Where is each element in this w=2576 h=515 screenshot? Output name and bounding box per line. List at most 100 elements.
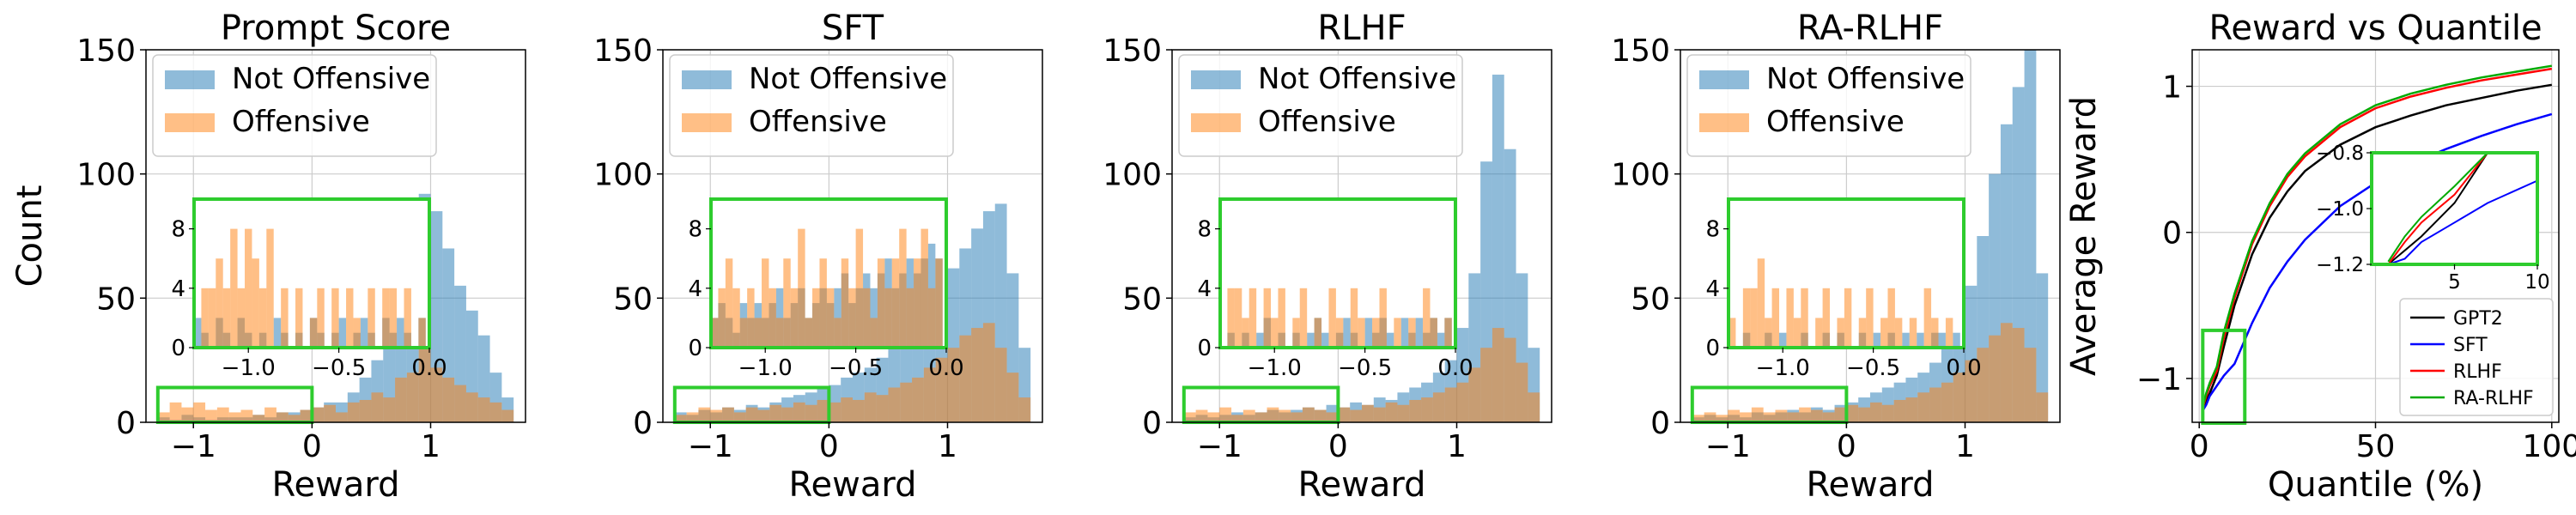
bar-offensive — [959, 335, 972, 422]
inset-series-line — [2387, 179, 2538, 265]
bar-offensive — [769, 404, 782, 422]
bar-offensive — [406, 373, 419, 422]
inset-bar-offensive — [1887, 288, 1895, 348]
y-tick-label: 0 — [2162, 216, 2182, 251]
inset-bar-offensive — [346, 288, 354, 348]
inset-y-tick-label: 8 — [688, 217, 702, 243]
bar-offensive — [489, 402, 502, 422]
bar-offensive — [1255, 412, 1267, 422]
bar-offensive — [1799, 407, 1811, 422]
bar-offensive — [864, 392, 877, 422]
chart-title: RA-RLHF — [1797, 9, 1943, 48]
inset-axes: 0 4 8 −1.0 −0.5 0.0 — [688, 197, 964, 381]
bar-offensive — [465, 392, 478, 422]
chart-title: Reward vs Quantile — [2208, 9, 2542, 48]
inset-bar-offensive — [1880, 318, 1888, 348]
inset-bar-offensive — [1786, 288, 1794, 348]
inset-bar-offensive — [389, 288, 398, 348]
bar-offensive — [2012, 328, 2025, 422]
inset-y-tick-label: 4 — [688, 276, 702, 302]
inset-bar-offensive — [245, 228, 252, 348]
bar-offensive — [1504, 337, 1516, 422]
inset-y-tick-label: 8 — [171, 217, 185, 243]
bar-offensive — [228, 412, 241, 422]
legend-box — [152, 54, 437, 157]
series-line-gpt2 — [2202, 83, 2553, 409]
inset-bar-offensive — [1430, 318, 1437, 348]
inset-bar-not-offensive — [1386, 332, 1394, 348]
bar-offensive — [193, 402, 206, 422]
bar-offensive — [1917, 392, 1930, 422]
y-tick-label: 50 — [613, 282, 653, 317]
bar-offensive — [1291, 412, 1303, 422]
bar-offensive — [1242, 409, 1255, 422]
bar-offensive — [793, 402, 805, 422]
inset-bar-offensive — [1249, 288, 1257, 348]
bar-offensive — [1219, 407, 1232, 422]
bar-offensive — [888, 387, 901, 422]
bar-offensive — [1881, 404, 1894, 422]
inset-bar-not-offensive — [360, 318, 368, 348]
bar-offensive — [477, 397, 490, 422]
bar-offensive — [264, 407, 276, 422]
bar-offensive — [1905, 397, 1918, 422]
inset-bar-offensive — [266, 228, 274, 348]
legend-label: Not Offensive — [232, 62, 430, 96]
inset-bar-offensive — [812, 288, 820, 348]
inset-bar-offensive — [1299, 288, 1308, 348]
chart-title: Prompt Score — [221, 9, 451, 48]
y-tick-label: 150 — [593, 33, 653, 69]
inset-bar-offensive — [201, 288, 209, 348]
bar-offensive — [1870, 402, 1882, 422]
bar-offensive — [1516, 362, 1528, 422]
inset-bar-not-offensive — [273, 318, 282, 348]
bar-offensive — [288, 415, 301, 422]
legend-box — [1178, 54, 1463, 157]
inset-bar-offensive — [1858, 318, 1867, 348]
legend-label: Offensive — [1766, 105, 1905, 139]
inset-bar-offensive — [790, 288, 799, 348]
inset-bar-offensive — [725, 258, 733, 348]
inset-axes: 0 4 8 −1.0 −0.5 0.0 — [171, 197, 447, 381]
inset-bar-offensive — [331, 288, 339, 348]
bar-offensive — [252, 415, 265, 422]
inset-bar-offensive — [1815, 318, 1823, 348]
inset-bar-offensive — [1793, 318, 1801, 348]
y-tick-label: −1 — [2136, 362, 2182, 397]
inset-y-tick-label: −1.0 — [2316, 198, 2364, 221]
inset-bar-not-offensive — [1321, 332, 1329, 348]
bar-offensive — [205, 409, 217, 422]
bar-offensive — [817, 399, 829, 422]
bar-offensive — [1432, 392, 1445, 422]
y-tick-label: 100 — [1103, 158, 1162, 193]
x-axis-label: Reward — [789, 465, 917, 505]
x-tick-label: 1 — [1447, 429, 1467, 464]
bar-offensive — [1822, 412, 1835, 422]
bar-offensive — [745, 407, 758, 422]
inset-bar-offensive — [368, 288, 375, 348]
inset-bar-offensive — [1263, 288, 1272, 348]
inset-bar-offensive — [920, 228, 928, 348]
inset-axes: 0 4 8 −1.0 −0.5 0.0 — [1705, 197, 1982, 381]
legend: Not Offensive Offensive — [152, 54, 437, 157]
legend-box — [1686, 54, 1971, 157]
inset-bar-offensive — [1423, 288, 1431, 348]
inset-bar-offensive — [1227, 288, 1235, 348]
inset-bar-offensive — [252, 258, 259, 348]
inset-bar-offensive — [1923, 288, 1932, 348]
inset-bar-offensive — [848, 288, 856, 348]
bar-offensive — [1314, 409, 1327, 422]
inset-bar-offensive — [1750, 288, 1758, 348]
y-axis-label: Average Reward — [2064, 96, 2104, 376]
inset-bar-offensive — [884, 288, 892, 348]
y-tick-label: 50 — [1122, 282, 1162, 317]
bar-offensive — [1267, 407, 1279, 422]
chart-title: SFT — [822, 9, 884, 48]
series-line-sft — [2202, 112, 2553, 412]
y-tick-label: 0 — [633, 406, 653, 441]
inset-bar-offensive — [769, 288, 776, 348]
inset-bar-offensive — [1894, 318, 1903, 348]
bar-offensive — [829, 402, 841, 422]
bar-offensive — [1740, 412, 1752, 422]
bar-offensive — [1858, 407, 1870, 422]
